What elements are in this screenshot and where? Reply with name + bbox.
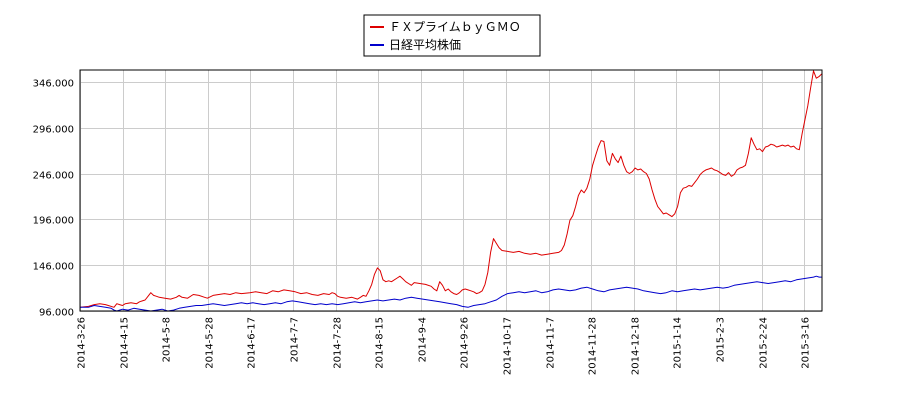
x-tick-label: 2014-12-18 (631, 317, 642, 375)
legend: ＦＸプライムｂｙＧＭＯ 日経平均株価 (363, 14, 541, 57)
x-axis: 2014-3-26 2014-4-15 2014-5-8 2014-5-28 2014-… (77, 317, 812, 375)
y-tick-label: 246.000 (33, 171, 74, 182)
y-tick-label: 196.000 (33, 216, 74, 227)
plot-frame (79, 69, 823, 312)
grid-lines (80, 70, 822, 312)
x-tick-label: 2014-8-15 (375, 317, 386, 369)
x-tick-label: 2014-10-17 (503, 317, 514, 375)
x-tick-label: 2014-11-7 (546, 317, 557, 369)
x-tick-label: 2014-11-28 (588, 317, 599, 375)
legend-label-nikkei: 日経平均株価 (389, 37, 461, 52)
x-tick-label: 2014-7-28 (333, 317, 344, 369)
x-tick-label: 2014-7-7 (290, 317, 301, 362)
x-tick-label: 2014-9-26 (460, 317, 471, 369)
x-tick-label: 2014-3-26 (77, 317, 88, 369)
y-tick-label: 296.000 (33, 125, 74, 136)
y-axis: 96.000 146.000 196.000 246.000 296.000 346.00… (33, 79, 74, 319)
x-tick-label: 2015-1-14 (673, 317, 684, 369)
x-tick-label: 2014-5-8 (162, 317, 173, 362)
x-tick-label: 2014-4-15 (120, 317, 131, 369)
legend-label-fx: ＦＸプライムｂｙＧＭＯ (389, 20, 521, 34)
y-tick-label: 146.000 (33, 262, 74, 273)
x-tick-label: 2015-2-3 (716, 317, 727, 362)
x-tick-label: 2014-9-4 (418, 317, 429, 362)
y-tick-label: 346.000 (33, 79, 74, 90)
x-tick-label: 2015-2-24 (759, 317, 770, 369)
series-line-fx-prime (79, 70, 823, 308)
series-lines (79, 70, 823, 312)
series-line-nikkei (80, 275, 822, 312)
x-tick-label: 2014-5-28 (205, 317, 216, 369)
x-tick-label: 2015-3-16 (801, 317, 812, 369)
x-tick-label: 2014-6-17 (247, 317, 258, 369)
legend-box (363, 14, 541, 57)
y-tick-label: 96.000 (39, 308, 74, 319)
